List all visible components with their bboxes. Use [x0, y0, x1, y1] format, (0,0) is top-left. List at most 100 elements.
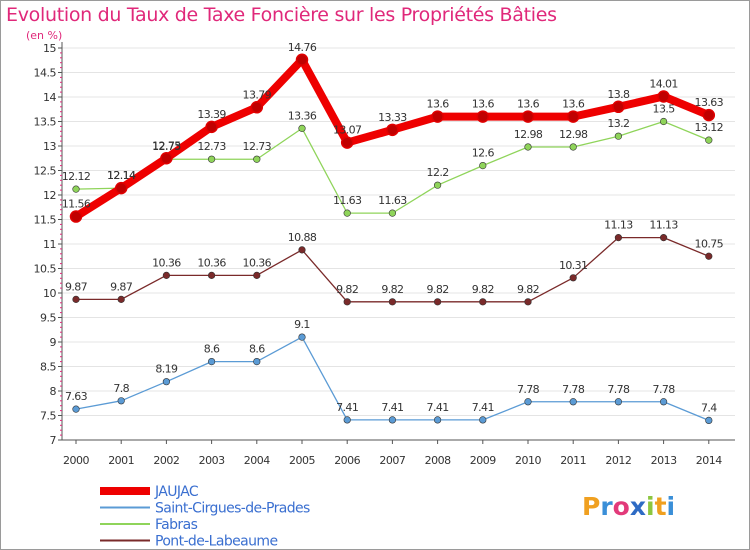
data-label-pont-de-labeaume: 10.36	[197, 256, 226, 269]
data-label-saint-cirgues-de-prades: 7.41	[472, 401, 494, 414]
y-tick-label: 11.5	[34, 214, 57, 227]
data-point-pont-de-labeaume	[72, 295, 80, 303]
data-point-jaujac	[476, 110, 490, 123]
data-label-saint-cirgues-de-prades: 8.6	[249, 343, 265, 356]
data-label-jaujac: 14.76	[288, 41, 317, 54]
y-tick-label: 14	[43, 91, 56, 104]
data-label-fabras: 11.63	[378, 194, 407, 207]
data-label-fabras: 12.73	[243, 140, 272, 153]
data-point-jaujac	[612, 100, 625, 114]
data-point-saint-cirgues-de-prades	[208, 358, 216, 366]
data-label-pont-de-labeaume: 10.36	[152, 256, 181, 269]
data-label-jaujac: 13.6	[562, 98, 585, 111]
data-label-jaujac: 13.63	[695, 96, 724, 109]
x-tick-label: 2013	[651, 454, 677, 467]
data-label-jaujac: 13.6	[517, 98, 540, 111]
data-label-saint-cirgues-de-prades: 8.6	[204, 343, 220, 356]
data-point-pont-de-labeaume	[705, 252, 713, 260]
x-tick-label: 2010	[515, 454, 541, 467]
data-label-saint-cirgues-de-prades: 7.4	[701, 401, 717, 414]
y-tick-label: 10.5	[34, 263, 57, 276]
data-point-jaujac	[205, 120, 218, 134]
x-tick-label: 2001	[108, 454, 134, 467]
data-label-fabras: 12.98	[559, 128, 588, 141]
y-tick-label: 13.5	[34, 116, 57, 129]
data-point-pont-de-labeaume	[479, 298, 487, 306]
x-tick-label: 2002	[153, 454, 179, 467]
data-point-pont-de-labeaume	[614, 234, 623, 242]
data-label-saint-cirgues-de-prades: 7.78	[653, 383, 676, 396]
data-label-pont-de-labeaume: 11.13	[604, 219, 633, 232]
x-tick-label: 2014	[696, 454, 722, 467]
data-point-fabras	[388, 209, 397, 217]
data-point-pont-de-labeaume	[524, 298, 532, 306]
data-point-fabras	[569, 143, 577, 151]
data-label-jaujac: 14.01	[649, 78, 678, 91]
data-point-saint-cirgues-de-prades	[705, 416, 713, 425]
data-point-pont-de-labeaume	[298, 246, 306, 254]
data-point-jaujac	[295, 53, 309, 67]
data-label-jaujac: 13.8	[607, 88, 630, 101]
data-point-saint-cirgues-de-prades	[72, 405, 80, 413]
data-label-saint-cirgues-de-prades: 9.1	[294, 318, 310, 331]
data-point-saint-cirgues-de-prades	[569, 398, 577, 406]
data-label-fabras: 12.98	[514, 128, 543, 141]
data-label-saint-cirgues-de-prades: 7.78	[562, 383, 585, 396]
data-point-fabras	[208, 155, 216, 163]
data-label-saint-cirgues-de-prades: 7.41	[427, 401, 449, 414]
data-point-saint-cirgues-de-prades	[343, 416, 351, 424]
data-label-jaujac: 13.39	[197, 108, 226, 121]
data-point-saint-cirgues-de-prades	[614, 398, 623, 406]
y-tick-label: 8.5	[40, 361, 56, 374]
data-point-fabras	[298, 124, 306, 132]
data-point-saint-cirgues-de-prades	[434, 416, 442, 424]
data-point-jaujac	[386, 123, 399, 137]
data-label-saint-cirgues-de-prades: 7.8	[113, 382, 129, 395]
data-point-jaujac	[521, 110, 535, 123]
data-point-jaujac	[340, 136, 354, 149]
x-tick-label: 2007	[379, 454, 405, 467]
data-point-jaujac	[69, 210, 83, 223]
data-point-saint-cirgues-de-prades	[162, 378, 170, 386]
proxiti-logo: Proxiti	[582, 492, 676, 521]
data-label-fabras: 13.12	[695, 121, 724, 134]
data-point-pont-de-labeaume	[434, 298, 442, 306]
data-point-fabras	[343, 209, 351, 217]
y-tick-label: 12	[43, 189, 56, 202]
data-point-pont-de-labeaume	[388, 298, 397, 306]
data-point-pont-de-labeaume	[253, 271, 261, 279]
y-tick-label: 13	[43, 140, 56, 153]
x-tick-label: 2008	[425, 454, 451, 467]
data-point-fabras	[705, 136, 713, 144]
data-point-pont-de-labeaume	[117, 295, 125, 303]
data-label-pont-de-labeaume: 11.13	[649, 219, 678, 232]
data-label-fabras: 12.6	[472, 147, 495, 160]
data-point-pont-de-labeaume	[569, 274, 577, 282]
data-label-saint-cirgues-de-prades: 7.41	[336, 401, 358, 414]
data-label-fabras: 13.2	[607, 117, 629, 130]
data-point-fabras	[253, 155, 261, 163]
data-point-fabras	[72, 185, 80, 193]
data-label-pont-de-labeaume: 10.75	[695, 237, 724, 250]
x-tick-label: 2009	[470, 454, 496, 467]
data-point-saint-cirgues-de-prades	[253, 358, 261, 366]
y-tick-label: 9	[50, 336, 57, 349]
data-label-fabras: 13.5	[653, 103, 676, 116]
data-label-pont-de-labeaume: 9.82	[381, 283, 403, 296]
data-label-jaujac: 13.33	[378, 111, 407, 124]
data-label-fabras: 12.12	[62, 170, 91, 183]
data-label-fabras: 13.36	[288, 109, 317, 122]
data-point-pont-de-labeaume	[343, 298, 351, 306]
data-point-jaujac	[702, 108, 716, 122]
data-label-jaujac: 12.75	[152, 139, 181, 152]
data-label-pont-de-labeaume: 10.88	[288, 231, 317, 244]
data-label-pont-de-labeaume: 10.36	[243, 256, 272, 269]
data-label-pont-de-labeaume: 10.31	[559, 259, 588, 272]
data-label-pont-de-labeaume: 9.82	[427, 283, 449, 296]
data-label-pont-de-labeaume: 9.82	[336, 283, 358, 296]
chart-title: Evolution du Taux de Taxe Foncière sur l…	[6, 4, 557, 26]
data-point-saint-cirgues-de-prades	[117, 397, 125, 405]
data-label-jaujac: 12.14	[107, 169, 136, 182]
data-label-fabras: 12.14	[107, 169, 136, 182]
x-tick-label: 2006	[334, 454, 360, 467]
